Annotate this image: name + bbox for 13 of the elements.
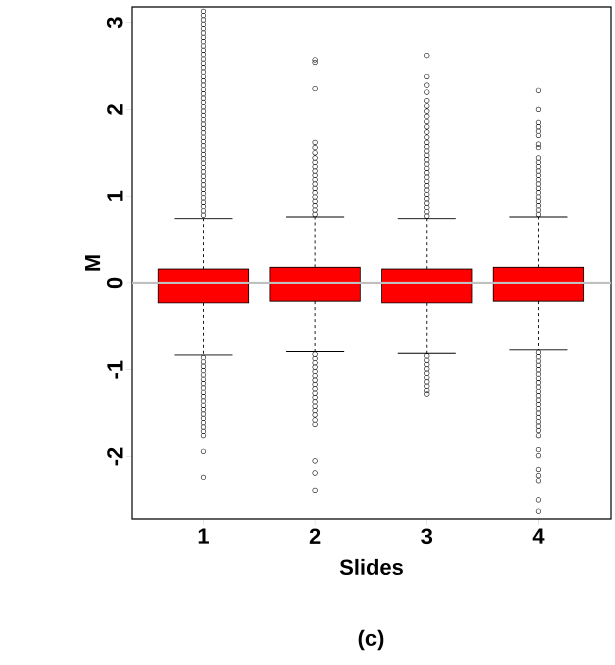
x-tick-label: 1 bbox=[198, 528, 209, 544]
x-tick-label: 3 bbox=[421, 528, 432, 544]
y-tick-label: 0 bbox=[106, 278, 122, 288]
y-tick-label: 3 bbox=[106, 17, 122, 28]
text: (c) bbox=[358, 630, 384, 650]
y-tick-label: 1 bbox=[107, 190, 122, 201]
y-tick-label: 2 bbox=[107, 104, 122, 115]
y-tick-label: -2 bbox=[107, 448, 122, 466]
x-axis-title: Slides bbox=[340, 558, 403, 576]
x-tick-label: 4 bbox=[532, 528, 544, 544]
y-axis-title: M bbox=[85, 255, 100, 271]
y-tick-label: -1 bbox=[107, 360, 122, 379]
x-tick-label: 2 bbox=[310, 528, 320, 544]
